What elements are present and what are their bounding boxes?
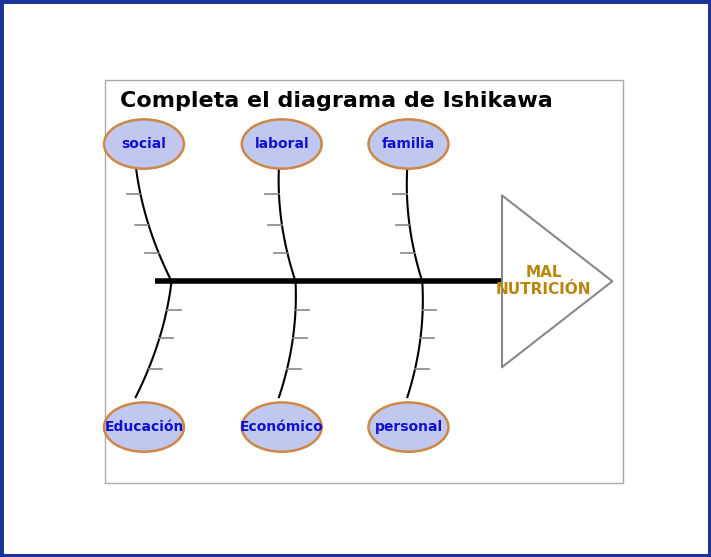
Ellipse shape [242,403,321,452]
Text: social: social [122,137,166,151]
Ellipse shape [104,119,184,169]
Text: Educación: Educación [105,420,183,434]
Text: MAL
NUTRICIÓN: MAL NUTRICIÓN [496,265,592,297]
Ellipse shape [368,403,449,452]
Ellipse shape [242,119,321,169]
Text: personal: personal [375,420,442,434]
FancyBboxPatch shape [105,80,624,483]
Ellipse shape [104,403,184,452]
Polygon shape [502,196,612,367]
Text: Económico: Económico [240,420,324,434]
Ellipse shape [368,119,449,169]
Text: Completa el diagrama de Ishikawa: Completa el diagrama de Ishikawa [120,91,553,111]
Text: laboral: laboral [255,137,309,151]
Text: familia: familia [382,137,435,151]
